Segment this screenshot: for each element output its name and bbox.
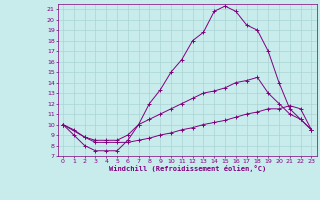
X-axis label: Windchill (Refroidissement éolien,°C): Windchill (Refroidissement éolien,°C) bbox=[108, 165, 266, 172]
